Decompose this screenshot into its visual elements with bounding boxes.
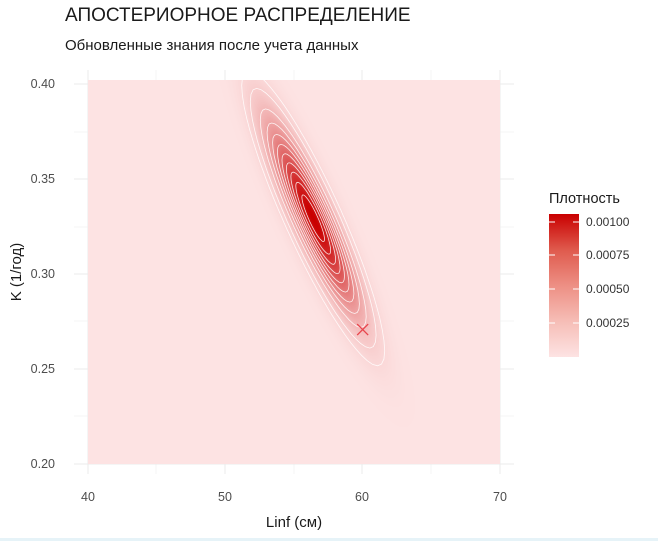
chart-subtitle: Обновленные знания после учета данных — [65, 37, 359, 54]
contour-line-1 — [241, 70, 386, 367]
density-heatmap — [88, 80, 500, 464]
y-tick-label-025: 0.25 — [31, 362, 55, 376]
y-tick-label-030: 0.30 — [31, 267, 55, 281]
contour-line-10 — [295, 181, 332, 255]
legend-label-075: 0.00075 — [586, 248, 630, 262]
contour-line-9 — [290, 171, 337, 265]
contour-line-8 — [285, 162, 341, 275]
posterior-marker — [356, 323, 369, 336]
x-axis: 40 50 60 70 Linf (см) — [81, 490, 507, 531]
contour-line-3 — [259, 108, 367, 328]
y-tick-label-020: 0.20 — [31, 457, 55, 471]
y-tick-label-040: 0.40 — [31, 77, 55, 91]
y-tick-label-035: 0.35 — [31, 172, 55, 186]
x-axis-title: Linf (см) — [266, 514, 322, 531]
legend-color-bar — [549, 214, 579, 357]
y-axis-title: K (1/год) — [8, 243, 25, 302]
x-tick-label-40: 40 — [81, 490, 95, 504]
legend-label-050: 0.00050 — [586, 282, 630, 296]
y-axis: 0.20 0.25 0.30 0.35 0.40 K (1/год) — [8, 77, 55, 471]
x-tick-label-70: 70 — [493, 490, 507, 504]
bottom-border — [0, 538, 658, 541]
contour-line-4 — [266, 122, 360, 314]
legend: Плотность 0.00100 0.00075 0.00050 0.0002… — [549, 191, 630, 357]
contour-line-5 — [272, 133, 355, 303]
contour-line-11 — [301, 194, 325, 243]
x-tick-label-50: 50 — [218, 490, 232, 504]
contour-line-7 — [281, 153, 345, 284]
legend-label-100: 0.00100 — [586, 215, 630, 229]
x-tick-label-60: 60 — [355, 490, 369, 504]
chart-title: АПОСТЕРИОРНОЕ РАСПРЕДЕЛЕНИЕ — [65, 5, 411, 26]
density-contours — [241, 70, 386, 367]
legend-label-025: 0.00025 — [586, 316, 630, 330]
legend-title: Плотность — [549, 191, 620, 207]
marker-stroke-2 — [356, 323, 369, 336]
contour-line-2 — [249, 87, 377, 349]
contour-line-6 — [276, 143, 350, 293]
